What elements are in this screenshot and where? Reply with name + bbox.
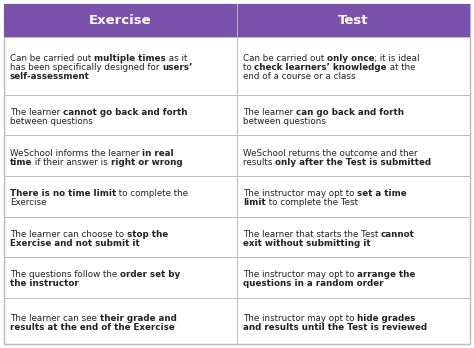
Text: can go back and forth: can go back and forth xyxy=(296,108,404,117)
Text: The learner can see: The learner can see xyxy=(10,314,100,323)
Text: WeSchool returns the outcome and ther: WeSchool returns the outcome and ther xyxy=(243,149,418,158)
Text: set a time: set a time xyxy=(357,189,407,198)
Text: end of a course or a class: end of a course or a class xyxy=(243,72,356,81)
Text: their grade and: their grade and xyxy=(100,314,176,323)
Text: order set by: order set by xyxy=(120,270,180,279)
Text: results at the end of the Exercise: results at the end of the Exercise xyxy=(10,323,175,332)
Text: as it: as it xyxy=(166,54,187,63)
Bar xyxy=(237,4,470,37)
Text: ; it is ideal: ; it is ideal xyxy=(374,54,420,63)
Text: Test: Test xyxy=(338,14,369,27)
Text: self-assessment: self-assessment xyxy=(10,72,90,81)
Text: cannot: cannot xyxy=(381,230,415,239)
Text: only after the Test is submitted: only after the Test is submitted xyxy=(275,158,431,167)
Text: and results until the Test is reviewed: and results until the Test is reviewed xyxy=(243,323,427,332)
Text: WeSchool informs the learner: WeSchool informs the learner xyxy=(10,149,142,158)
Text: right or wrong: right or wrong xyxy=(111,158,182,167)
Text: between questions: between questions xyxy=(243,117,326,126)
Text: in real: in real xyxy=(142,149,174,158)
Text: The instructor may opt to: The instructor may opt to xyxy=(243,270,357,279)
Text: between questions: between questions xyxy=(10,117,93,126)
Text: if their answer is: if their answer is xyxy=(32,158,111,167)
Text: hide grades: hide grades xyxy=(357,314,416,323)
Text: The instructor may opt to: The instructor may opt to xyxy=(243,189,357,198)
Text: exit without submitting it: exit without submitting it xyxy=(243,239,371,248)
Text: The learner: The learner xyxy=(243,108,296,117)
Text: cannot go back and forth: cannot go back and forth xyxy=(63,108,188,117)
Text: limit: limit xyxy=(243,198,266,207)
Text: questions in a random order: questions in a random order xyxy=(243,279,383,288)
Text: to: to xyxy=(243,63,255,72)
Text: the instructor: the instructor xyxy=(10,279,79,288)
Text: arrange the: arrange the xyxy=(357,270,416,279)
Text: The instructor may opt to: The instructor may opt to xyxy=(243,314,357,323)
Text: The learner can choose to: The learner can choose to xyxy=(10,230,127,239)
Text: stop the: stop the xyxy=(127,230,168,239)
Text: has been specifically designed for: has been specifically designed for xyxy=(10,63,162,72)
Text: only once: only once xyxy=(327,54,374,63)
Text: to complete the: to complete the xyxy=(116,189,188,198)
Text: check learners’ knowledge: check learners’ knowledge xyxy=(255,63,387,72)
Text: users’: users’ xyxy=(162,63,192,72)
Text: results: results xyxy=(243,158,275,167)
Text: to complete the Test: to complete the Test xyxy=(266,198,358,207)
Text: time: time xyxy=(10,158,32,167)
Text: Exercise: Exercise xyxy=(10,198,46,207)
Bar xyxy=(4,4,237,37)
Text: Exercise and not submit it: Exercise and not submit it xyxy=(10,239,140,248)
Text: at the: at the xyxy=(387,63,416,72)
Text: multiple times: multiple times xyxy=(94,54,166,63)
Text: The learner: The learner xyxy=(10,108,63,117)
Text: There is no time limit: There is no time limit xyxy=(10,189,116,198)
Text: Exercise: Exercise xyxy=(89,14,152,27)
Text: Can be carried out: Can be carried out xyxy=(10,54,94,63)
Text: Can be carried out: Can be carried out xyxy=(243,54,327,63)
Text: The learner that starts the Test: The learner that starts the Test xyxy=(243,230,381,239)
Text: The questions follow the: The questions follow the xyxy=(10,270,120,279)
